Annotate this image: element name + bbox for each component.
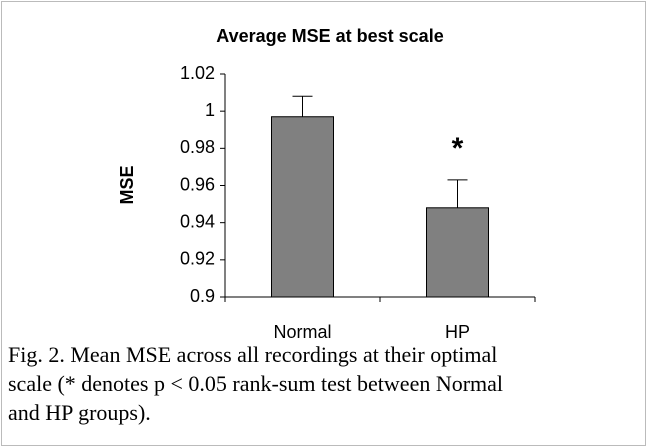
y-tick-label: 0.96	[180, 174, 215, 194]
bar	[271, 116, 334, 298]
error-bar	[447, 179, 468, 208]
significance-marker: *	[452, 132, 464, 165]
y-tick-label: 0.98	[180, 137, 215, 157]
caption-line: Fig. 2. Mean MSE across all recordings a…	[8, 342, 497, 367]
error-bar	[292, 95, 313, 117]
y-tick-label: 1.02	[180, 63, 215, 83]
y-tick-label: 0.92	[180, 249, 215, 269]
y-tick-label: 0.9	[190, 286, 215, 306]
y-tick-label: 0.94	[180, 211, 215, 231]
bar	[426, 207, 489, 298]
chart-title: Average MSE at best scale	[216, 26, 443, 46]
caption-line: scale (* denotes p < 0.05 rank-sum test …	[8, 371, 503, 396]
y-axis-label: MSE	[117, 165, 137, 204]
y-tick-label: 1	[205, 100, 215, 120]
x-tick-label: HP	[445, 322, 470, 342]
caption-line: and HP groups).	[8, 400, 151, 425]
x-tick-label: Normal	[273, 322, 331, 342]
